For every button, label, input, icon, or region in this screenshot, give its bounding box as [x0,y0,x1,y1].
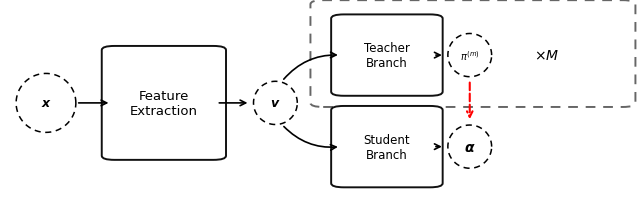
Text: Feature
Extraction: Feature Extraction [130,89,198,117]
Text: $\pi^{(m)}$: $\pi^{(m)}$ [460,49,479,63]
FancyBboxPatch shape [331,107,443,187]
FancyBboxPatch shape [102,47,226,160]
Text: $\boldsymbol{v}$: $\boldsymbol{v}$ [270,97,280,110]
Text: $\boldsymbol{\alpha}$: $\boldsymbol{\alpha}$ [464,140,476,154]
Text: $\times \mathit{M}$: $\times \mathit{M}$ [534,49,559,63]
Text: Student
Branch: Student Branch [364,133,410,161]
Text: $\boldsymbol{x}$: $\boldsymbol{x}$ [40,97,51,110]
Text: Teacher
Branch: Teacher Branch [364,42,410,70]
FancyBboxPatch shape [331,15,443,96]
